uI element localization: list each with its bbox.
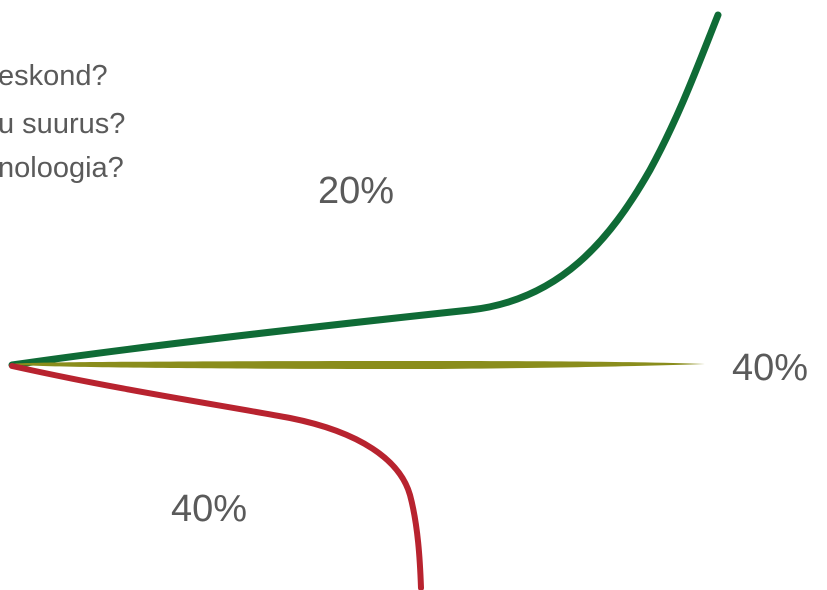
question-line-1: eskond?: [0, 60, 108, 92]
question-line-2: u suurus?: [0, 108, 126, 140]
growth-path-red: [9, 363, 424, 590]
question-line-3: noloogia?: [0, 152, 124, 184]
olive-path-percent: 40%: [732, 347, 809, 389]
red-path-percent: 40%: [171, 488, 248, 530]
growth-path-green: [8, 11, 722, 369]
green-path-percent: 20%: [318, 170, 395, 212]
growth-path-olive: [12, 361, 705, 369]
